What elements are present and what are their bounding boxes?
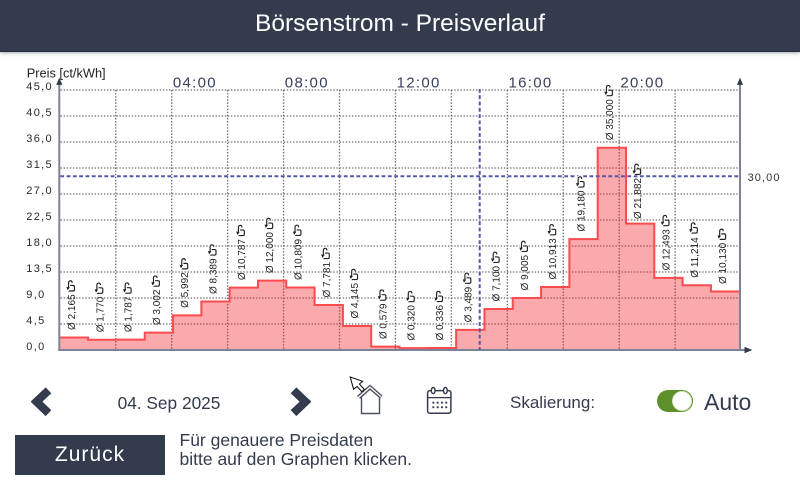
svg-text:Ø 3,002: Ø 3,002 [152,289,163,325]
svg-text:Ø 9,005: Ø 9,005 [520,254,531,290]
svg-text:Ø 21,882: Ø 21,882 [633,177,644,219]
svg-text:Ø 2,165: Ø 2,165 [67,294,78,330]
svg-text:Ø 4,145: Ø 4,145 [350,283,361,319]
svg-text:Ø 0,320: Ø 0,320 [407,305,418,341]
svg-text:Ø 3,489: Ø 3,489 [463,286,474,322]
svg-text:Ø 7,100: Ø 7,100 [492,265,503,301]
svg-text:04:00: 04:00 [173,75,217,92]
svg-text:Ø 11,214: Ø 11,214 [690,237,701,278]
svg-text:Ø 8,389: Ø 8,389 [209,258,220,294]
svg-text:9,0: 9,0 [26,289,45,301]
svg-text:27,0: 27,0 [26,185,53,197]
svg-text:20:00: 20:00 [620,75,664,92]
svg-text:Ø 12,493: Ø 12,493 [661,229,672,271]
svg-text:Ø 35,000: Ø 35,000 [605,99,616,141]
svg-text:Preis [ct/kWh]: Preis [ct/kWh] [27,65,106,80]
svg-text:30,00: 30,00 [748,172,781,184]
svg-text:36,0: 36,0 [26,133,53,145]
svg-text:Ø 1,787: Ø 1,787 [124,296,135,332]
svg-text:45,0: 45,0 [26,81,53,93]
svg-text:13,5: 13,5 [26,263,53,275]
svg-text:16:00: 16:00 [509,75,553,92]
svg-text:Ø 12,000: Ø 12,000 [265,232,276,274]
svg-text:22,5: 22,5 [26,211,53,223]
svg-text:Ø 10,913: Ø 10,913 [548,238,559,280]
svg-text:Ø 0,336: Ø 0,336 [435,305,446,341]
svg-text:08:00: 08:00 [285,75,329,92]
svg-text:Ø 0,579: Ø 0,579 [378,303,389,339]
svg-text:Ø 10,809: Ø 10,809 [293,238,304,280]
svg-text:4,5: 4,5 [26,315,45,327]
svg-text:31,5: 31,5 [26,159,53,171]
svg-text:Ø 10,787: Ø 10,787 [237,239,248,281]
svg-text:Ø 5,992: Ø 5,992 [180,272,191,308]
svg-text:Ø 7,781: Ø 7,781 [322,262,333,298]
svg-text:18,0: 18,0 [26,237,53,249]
svg-text:Ø 10,130: Ø 10,130 [718,242,729,284]
svg-text:0,0: 0,0 [26,341,45,353]
svg-text:Ø 19,180: Ø 19,180 [577,190,588,232]
svg-text:Ø 1,770: Ø 1,770 [95,296,106,332]
svg-text:40,5: 40,5 [26,107,53,119]
svg-text:12:00: 12:00 [397,75,441,92]
